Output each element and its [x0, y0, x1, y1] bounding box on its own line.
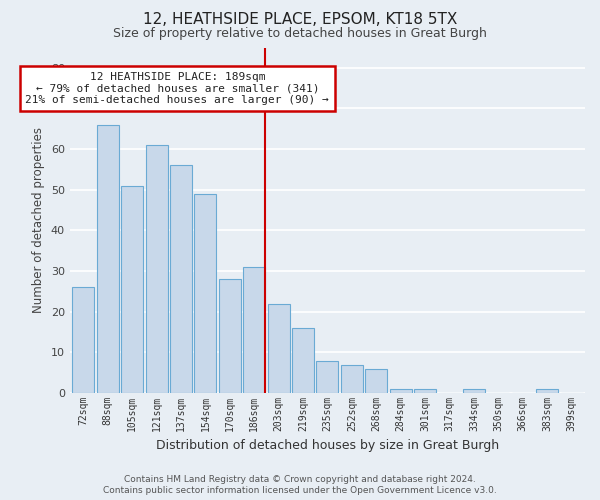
- Bar: [390, 389, 412, 393]
- Bar: [194, 194, 217, 393]
- Text: Contains public sector information licensed under the Open Government Licence v3: Contains public sector information licen…: [103, 486, 497, 495]
- Bar: [170, 166, 192, 393]
- Text: 12 HEATHSIDE PLACE: 189sqm
← 79% of detached houses are smaller (341)
21% of sem: 12 HEATHSIDE PLACE: 189sqm ← 79% of deta…: [25, 72, 329, 105]
- Text: Size of property relative to detached houses in Great Burgh: Size of property relative to detached ho…: [113, 28, 487, 40]
- Bar: [414, 389, 436, 393]
- Bar: [73, 288, 94, 393]
- Bar: [219, 280, 241, 393]
- Bar: [243, 267, 265, 393]
- Y-axis label: Number of detached properties: Number of detached properties: [32, 128, 46, 314]
- Text: Contains HM Land Registry data © Crown copyright and database right 2024.: Contains HM Land Registry data © Crown c…: [124, 475, 476, 484]
- Bar: [268, 304, 290, 393]
- Bar: [536, 389, 558, 393]
- Bar: [463, 389, 485, 393]
- Bar: [146, 145, 167, 393]
- Bar: [341, 364, 363, 393]
- Text: 12, HEATHSIDE PLACE, EPSOM, KT18 5TX: 12, HEATHSIDE PLACE, EPSOM, KT18 5TX: [143, 12, 457, 28]
- Bar: [365, 368, 387, 393]
- Bar: [292, 328, 314, 393]
- Bar: [97, 125, 119, 393]
- X-axis label: Distribution of detached houses by size in Great Burgh: Distribution of detached houses by size …: [156, 440, 499, 452]
- Bar: [316, 360, 338, 393]
- Bar: [121, 186, 143, 393]
